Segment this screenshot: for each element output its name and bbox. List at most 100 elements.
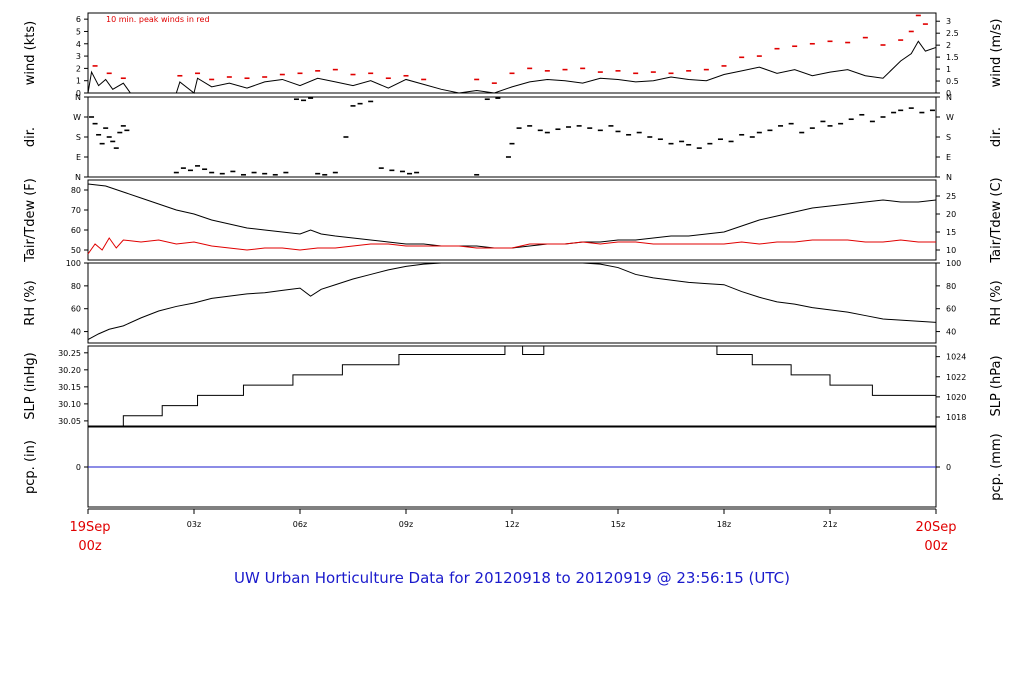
dir-direction-point: [357, 102, 363, 105]
slp-frame: [87, 345, 937, 427]
time-tick-label: 15z: [611, 520, 625, 529]
wind-peak-point: [315, 70, 321, 72]
dir-direction-point: [544, 131, 550, 134]
dir-direction-point: [350, 105, 356, 107]
time-tick-label: 18z: [717, 520, 731, 529]
temp-left-tick-label: 60: [71, 226, 81, 235]
slp-right-tick-label: 1020: [946, 393, 966, 402]
dir-direction-point: [587, 127, 593, 129]
wind-peak-point: [350, 73, 356, 76]
wind-peak-point: [915, 14, 921, 17]
dir-direction-point: [89, 116, 95, 118]
temp-left-tick-label: 50: [71, 246, 81, 255]
dir-direction-point: [626, 133, 632, 136]
time-tick-label: 09z: [399, 520, 413, 529]
wind-left-tick-label: 0: [76, 89, 81, 98]
wind-peak-point: [615, 70, 621, 72]
dir-direction-point: [202, 168, 208, 171]
dir-direction-point: [474, 173, 480, 176]
dir-right-axis-label: dir.: [989, 127, 1004, 147]
wind-left-axis-label: wind (kts): [23, 21, 38, 85]
dir-direction-point: [778, 125, 784, 127]
wind-peak-point: [703, 68, 709, 71]
wind-peak-point: [544, 70, 550, 72]
dir-direction-point: [113, 147, 119, 149]
wind-peak-point: [279, 73, 285, 76]
dir-direction-point: [230, 170, 236, 173]
wind-right-tick-label: 1.5: [946, 53, 959, 62]
dir-right-tick-label: E: [946, 153, 951, 162]
dir-direction-point: [308, 97, 314, 99]
wind-peak-point: [195, 72, 201, 75]
slp-panel: 30.05 30.10 30.15 30.20 30.25 1018 1020 1022 102…: [23, 345, 1004, 427]
wind-peak-point: [385, 77, 391, 80]
dir-direction-point: [717, 138, 723, 141]
dir-direction-point: [343, 136, 349, 138]
wind-right-tick-label: 0.5: [946, 77, 959, 86]
dir-direction-point: [576, 125, 582, 127]
wind-peak-point: [845, 41, 851, 44]
pcp-left-tick-label: 0: [76, 463, 81, 472]
dir-direction-point: [414, 171, 420, 174]
dir-right-tick-label: N: [946, 93, 952, 102]
wind-panel: 0 1 2 3 4 5 6 0 0.5 1 1.5 2 2.5 3 wind (kts) wind (m/s)…: [23, 12, 1004, 98]
wind-left-tick-label: 1: [76, 77, 81, 86]
wind-peak-point: [368, 72, 374, 75]
slp-left-axis-label: SLP (inHg): [23, 352, 38, 420]
slp-right-tick-label: 1024: [946, 353, 966, 362]
dir-frame: [87, 96, 937, 178]
wind-peak-point: [721, 65, 727, 67]
dir-direction-point: [788, 122, 794, 125]
dir-direction-point: [187, 169, 193, 172]
wind-peak-point: [908, 30, 914, 33]
rh-left-tick-label: 60: [71, 305, 81, 314]
dir-direction-point: [898, 109, 904, 112]
dir-direction-point: [117, 131, 123, 134]
dir-direction-point: [820, 120, 826, 123]
wind-peak-point: [403, 74, 409, 77]
dir-left-tick-label: N: [75, 93, 81, 102]
wind-peak-point: [827, 40, 833, 43]
start-hour-label: 00z: [78, 539, 102, 554]
wind-peak-point: [527, 67, 533, 70]
rh-left-tick-label: 80: [71, 282, 81, 291]
dir-left-tick-label: E: [76, 153, 81, 162]
temp-right-axis-label: Tair/Tdew (C): [989, 177, 1004, 263]
dir-direction-point: [566, 126, 572, 128]
dir-direction-point: [209, 171, 215, 174]
dir-left-tick-label: W: [73, 113, 81, 122]
wind-peak-point: [262, 76, 268, 78]
wind-left-tick-label: 5: [76, 27, 81, 36]
wind-peak-point: [862, 36, 868, 39]
pcp-right-axis-label: pcp. (mm): [989, 433, 1004, 500]
dir-left-tick-label: S: [76, 133, 81, 142]
wind-peak-point: [633, 72, 639, 75]
dir-direction-point: [799, 131, 805, 134]
dir-direction-point: [96, 133, 102, 136]
peak-winds-note: 10 min. peak winds in red: [106, 15, 210, 24]
temp-dew-line: [87, 237, 936, 255]
wind-peak-point: [226, 76, 232, 78]
wind-right-tick-label: 1: [946, 65, 951, 74]
dir-direction-point: [597, 129, 603, 132]
dir-direction-point: [293, 98, 299, 101]
rh-right-axis-label: RH (%): [989, 280, 1004, 325]
slp-left-tick-label: 30.05: [58, 417, 81, 426]
wind-peak-point: [120, 77, 126, 80]
dir-direction-point: [484, 98, 490, 101]
dir-direction-point: [505, 156, 511, 158]
dir-direction-point: [668, 142, 674, 145]
dir-direction-point: [110, 140, 116, 143]
wind-frame: [87, 12, 937, 94]
dir-right-tick-label: N: [946, 173, 952, 182]
wind-peak-point: [562, 68, 568, 71]
temp-right-tick-label: 10: [946, 246, 956, 255]
dir-direction-point: [767, 129, 773, 132]
wind-peak-point: [580, 67, 586, 70]
wind-peak-point: [106, 72, 112, 75]
dir-direction-point: [657, 138, 663, 141]
dir-direction-point: [120, 125, 126, 127]
dir-direction-point: [891, 111, 897, 114]
temp-right-tick-label: 15: [946, 228, 956, 237]
